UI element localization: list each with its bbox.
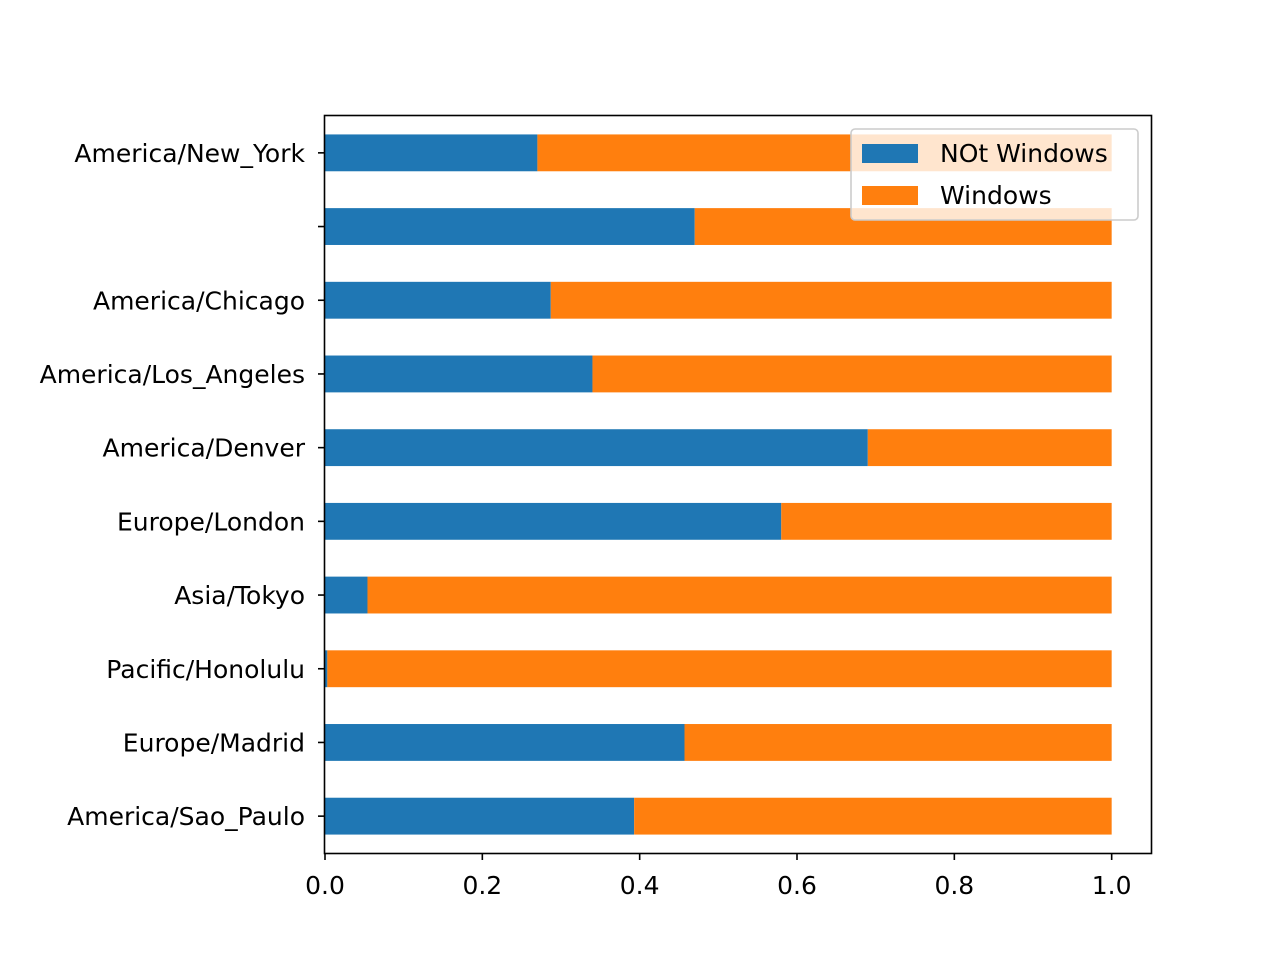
bar-not-windows-9 [325, 797, 635, 835]
y-tick-label: America/New_York [74, 139, 305, 168]
y-axis: America/New_York America/Chicago America/L… [40, 139, 325, 831]
bar-not-windows-8 [325, 724, 685, 761]
bar-not-windows-3 [325, 355, 593, 393]
y-tick-label: Pacific/Honolulu [106, 655, 305, 684]
bar-not-windows-0 [325, 134, 538, 172]
bar-windows-5 [781, 502, 1112, 540]
bar-not-windows-7 [325, 650, 328, 688]
x-tick-label: 0.8 [934, 871, 974, 900]
y-tick-label: Asia/Tokyo [174, 581, 305, 610]
y-tick-label: America/Chicago [93, 286, 305, 315]
x-tick-label: 0.0 [305, 871, 345, 900]
y-tick-label: Europe/London [117, 507, 305, 536]
bar-not-windows-1 [325, 208, 695, 245]
bar-windows-6 [367, 576, 1112, 614]
x-tick-label: 0.4 [620, 871, 660, 900]
bar-windows-4 [867, 429, 1112, 467]
y-tick-label: America/Denver [103, 434, 306, 463]
legend-swatch-windows [862, 186, 918, 205]
x-tick-label: 0.2 [462, 871, 502, 900]
x-tick-label: 1.0 [1092, 871, 1132, 900]
x-axis: 0.0 0.2 0.4 0.6 0.8 1.0 [305, 853, 1132, 900]
y-tick-label: America/Sao_Paulo [67, 802, 305, 831]
bar-not-windows-2 [325, 281, 551, 319]
bar-not-windows-5 [325, 502, 782, 540]
bar-windows-7 [327, 650, 1112, 688]
bar-windows-2 [550, 281, 1112, 319]
x-tick-label: 0.6 [777, 871, 817, 900]
bar-not-windows-6 [325, 576, 368, 614]
axes-frame [323, 114, 1153, 855]
y-tick-label: America/Los_Angeles [40, 360, 305, 389]
bars-layer [325, 134, 1112, 835]
legend-swatch-not-windows [862, 144, 918, 163]
bar-windows-9 [634, 797, 1112, 835]
bar-not-windows-4 [325, 429, 868, 467]
bar-windows-8 [684, 724, 1112, 761]
legend-label-windows: Windows [940, 181, 1052, 210]
y-tick-label: Europe/Madrid [123, 728, 305, 757]
bar-windows-3 [592, 355, 1112, 393]
legend-label-not-windows: NOt Windows [940, 139, 1108, 168]
legend: NOt Windows Windows [850, 128, 1139, 221]
legend-box [850, 128, 1139, 221]
